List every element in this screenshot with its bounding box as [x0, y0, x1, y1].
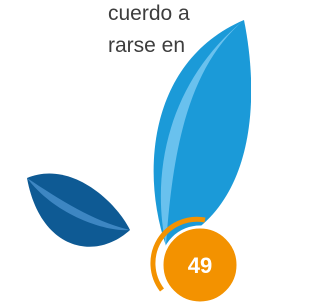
- body-text-line: cuerdo a: [108, 2, 190, 25]
- page: {"text_lines": ["cuerdo a", "rarse en"],…: [0, 0, 251, 306]
- page-number: 49: [188, 253, 212, 278]
- page-fragment: cuerdo a rarse en 49: [0, 0, 251, 306]
- body-text-line: rarse en: [108, 34, 185, 57]
